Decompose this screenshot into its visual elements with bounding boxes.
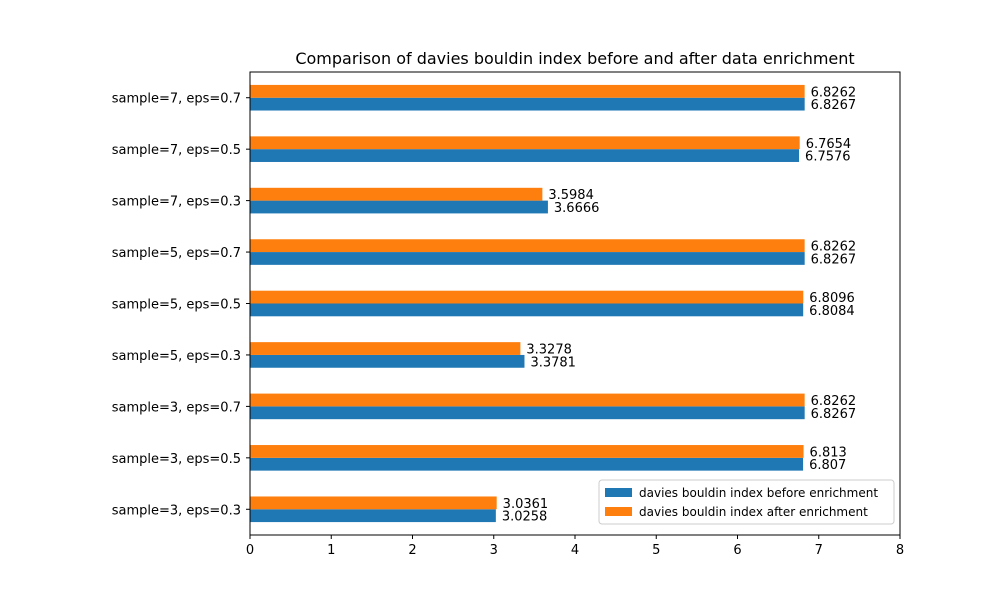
bar-after-3 [250, 342, 521, 355]
bar-before-8 [250, 97, 805, 111]
bar-after-5 [250, 239, 805, 253]
y-tick-label-6: sample=7, eps=0.3 [112, 195, 241, 210]
data-label-after-0: 3.0361 [503, 497, 548, 512]
data-label-before-1: 6.807 [809, 458, 846, 473]
data-label-after-6: 3.5984 [548, 188, 594, 203]
y-tick-label-8: sample=7, eps=0.7 [112, 92, 241, 107]
data-label-before-4: 6.8084 [809, 304, 855, 319]
bar-before-5 [250, 252, 805, 265]
bar-before-4 [250, 303, 804, 317]
legend-swatch-0 [605, 488, 632, 497]
legend: davies bouldin index before enrichment da… [598, 479, 895, 525]
bars-layer [250, 84, 805, 523]
bar-after-4 [250, 290, 804, 304]
bar-before-3 [250, 354, 525, 368]
bar-before-7 [250, 149, 800, 162]
legend-swatch-1 [605, 507, 632, 516]
bar-after-6 [250, 187, 543, 201]
legend-frame [598, 479, 895, 525]
bar-before-2 [250, 406, 805, 420]
x-tick-label-7: 7 [815, 543, 823, 558]
y-tick-label-5: sample=5, eps=0.7 [112, 246, 241, 261]
y-tick-label-1: sample=3, eps=0.5 [112, 452, 241, 467]
data-label-after-3: 3.3278 [526, 343, 572, 358]
legend-label-1: davies bouldin index after enrichment [639, 505, 868, 519]
bar-before-1 [250, 457, 804, 471]
y-tick-label-3: sample=5, eps=0.3 [112, 349, 241, 364]
y-tick-label-4: sample=5, eps=0.5 [112, 298, 241, 313]
data-label-after-4: 6.8096 [809, 291, 855, 306]
axes-layer: sample=3, eps=0.3 sample=3, eps=0.5 sample… [112, 71, 904, 558]
y-tick-label-2: sample=3, eps=0.7 [112, 400, 241, 415]
y-tick-label-7: sample=7, eps=0.5 [112, 143, 241, 158]
x-tick-label-3: 3 [490, 543, 498, 558]
x-tick-label-2: 2 [408, 543, 416, 558]
data-label-after-2: 6.8262 [811, 394, 857, 409]
x-tick-label-8: 8 [896, 543, 904, 558]
chart-title: Comparison of davies bouldin index befor… [295, 49, 854, 68]
legend-label-0: davies bouldin index before enrichment [639, 486, 878, 500]
data-label-after-1: 6.813 [810, 445, 847, 460]
bar-after-2 [250, 393, 805, 407]
data-label-before-3: 3.3781 [530, 355, 576, 370]
bar-after-0 [250, 496, 497, 510]
data-label-before-7: 6.7576 [805, 150, 851, 165]
bar-after-7 [250, 136, 800, 150]
data-label-after-5: 6.8262 [811, 240, 857, 255]
y-tick-label-0: sample=3, eps=0.3 [112, 503, 241, 518]
data-label-after-7: 6.7654 [806, 137, 852, 152]
data-label-before-8: 6.8267 [811, 98, 857, 113]
x-tick-label-6: 6 [733, 543, 741, 558]
data-label-before-6: 3.6666 [554, 201, 600, 216]
x-tick-label-1: 1 [327, 543, 335, 558]
x-tick-label-4: 4 [571, 543, 579, 558]
data-label-after-8: 6.8262 [811, 85, 857, 100]
data-label-before-2: 6.8267 [811, 407, 857, 422]
bar-before-6 [250, 200, 548, 214]
bar-after-8 [250, 84, 805, 98]
x-tick-label-0: 0 [246, 543, 254, 558]
bar-before-0 [250, 509, 496, 523]
data-label-before-0: 3.0258 [502, 510, 548, 525]
bar-after-1 [250, 445, 804, 458]
x-tick-label-5: 5 [652, 543, 660, 558]
data-label-before-5: 6.8267 [811, 252, 857, 267]
data-labels-layer: 3.02583.03616.8076.8136.82676.82623.3781… [502, 85, 856, 524]
